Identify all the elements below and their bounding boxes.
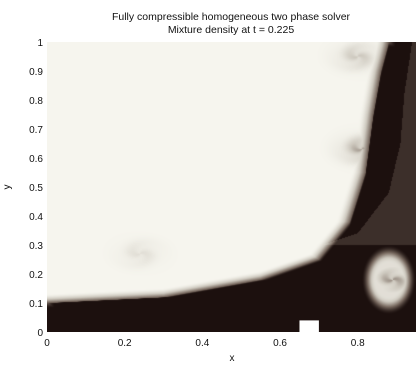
y-tick-label: 0.5: [29, 183, 43, 194]
heatmap-image: [47, 42, 416, 332]
x-tick-label: 0.4: [195, 338, 209, 349]
x-axis-label: x: [230, 353, 235, 364]
x-tick-label: 0: [44, 338, 50, 349]
y-axis-ticks: 0 0.1 0.2 0.3 0.4 0.5 0.6 0.7 0.8 0.9 1: [29, 38, 43, 339]
y-tick-label: 0.2: [29, 270, 43, 281]
y-tick-label: 0: [37, 328, 43, 339]
y-tick-label: 0.8: [29, 96, 43, 107]
y-tick-label: 0.9: [29, 67, 43, 78]
x-tick-label: 0.6: [273, 338, 287, 349]
y-tick-label: 0.3: [29, 241, 43, 252]
y-tick-label: 0.7: [29, 125, 43, 136]
y-tick-label: 0.4: [29, 212, 43, 223]
y-tick-label: 0.1: [29, 299, 43, 310]
x-tick-label: 0.8: [351, 338, 365, 349]
y-tick-label: 1: [37, 38, 43, 49]
chart-subtitle: Mixture density at t = 0.225: [168, 24, 295, 36]
plot-area: [47, 42, 416, 332]
chart-title: Fully compressible homogeneous two phase…: [112, 11, 351, 23]
x-axis-ticks: 0 0.2 0.4 0.6 0.8: [44, 338, 365, 349]
x-tick-label: 0.2: [118, 338, 132, 349]
y-axis-label: y: [2, 185, 13, 190]
obstacle: [299, 320, 319, 332]
y-tick-label: 0.6: [29, 154, 43, 165]
